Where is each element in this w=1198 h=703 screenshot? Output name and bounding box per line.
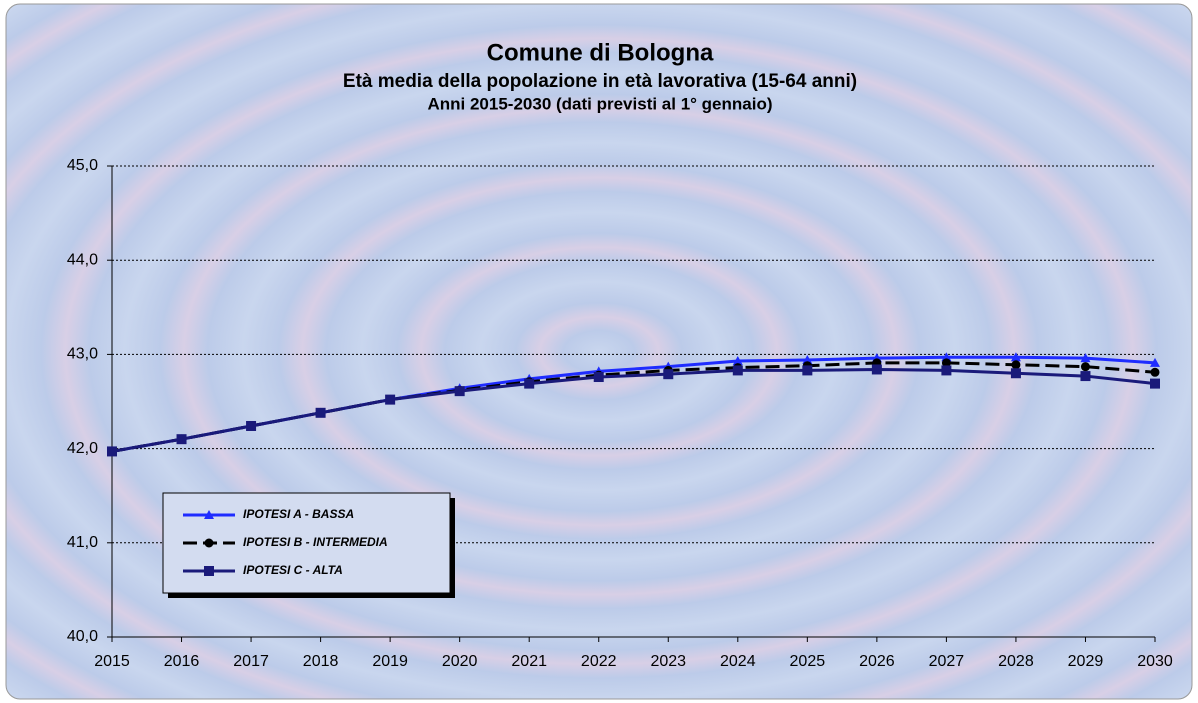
data-point <box>176 434 187 445</box>
data-point <box>1010 368 1021 379</box>
x-tick-label: 2030 <box>1137 653 1173 670</box>
legend-marker <box>204 510 214 519</box>
data-point <box>1150 378 1160 389</box>
legend-label: IPOTESI B - INTERMEDIA <box>243 535 388 549</box>
x-tick-label: 2018 <box>303 653 339 670</box>
series-line <box>111 361 1156 453</box>
chart-subtitle: Età media della popolazione in età lavor… <box>343 71 857 92</box>
x-tick-label: 2028 <box>998 653 1034 670</box>
legend-marker <box>204 538 214 548</box>
data-point <box>732 365 743 376</box>
x-tick-label: 2023 <box>650 653 686 670</box>
data-point <box>1011 360 1021 370</box>
data-point <box>1010 352 1021 362</box>
x-tick-label: 2020 <box>442 653 478 670</box>
data-point <box>802 365 813 376</box>
x-tick-label: 2015 <box>94 653 130 670</box>
data-point <box>315 407 326 418</box>
x-tick-label: 2029 <box>1068 653 1104 670</box>
legend-label: IPOTESI A - BASSA <box>243 507 354 521</box>
data-point <box>802 355 813 365</box>
x-tick-label: 2021 <box>511 653 547 670</box>
data-point <box>941 365 952 376</box>
x-tick-label: 2026 <box>859 653 895 670</box>
data-point <box>941 358 951 368</box>
data-point <box>1150 357 1160 367</box>
data-point <box>1080 371 1091 382</box>
data-point <box>732 355 743 365</box>
data-point <box>941 352 952 362</box>
y-tick-label: 44,0 <box>67 251 98 268</box>
data-point <box>871 364 882 375</box>
series-line <box>111 367 1156 453</box>
data-point <box>107 446 117 457</box>
data-point <box>1150 367 1160 377</box>
data-point <box>1080 353 1091 363</box>
data-point <box>246 420 257 431</box>
x-tick-label: 2024 <box>720 653 756 670</box>
data-point <box>524 378 535 389</box>
x-tick-label: 2016 <box>164 653 200 670</box>
chart-subtitle: Anni 2015-2030 (dati previsti al 1° genn… <box>427 94 772 113</box>
data-point <box>385 394 396 405</box>
x-tick-label: 2019 <box>372 653 408 670</box>
x-tick-label: 2022 <box>581 653 617 670</box>
legend-label: IPOTESI C - ALTA <box>243 563 343 577</box>
y-tick-label: 45,0 <box>67 157 98 174</box>
chart-title: Comune di Bologna <box>487 39 714 66</box>
y-tick-label: 43,0 <box>67 346 98 363</box>
y-tick-label: 41,0 <box>67 534 98 551</box>
legend-marker <box>204 566 214 576</box>
data-point <box>1080 362 1090 372</box>
y-tick-label: 42,0 <box>67 440 98 457</box>
x-tick-label: 2017 <box>233 653 269 670</box>
data-point <box>663 369 674 380</box>
x-tick-label: 2027 <box>929 653 965 670</box>
x-tick-label: 2025 <box>790 653 826 670</box>
data-point <box>593 372 604 383</box>
data-point <box>454 386 465 397</box>
y-tick-label: 40,0 <box>67 628 98 645</box>
